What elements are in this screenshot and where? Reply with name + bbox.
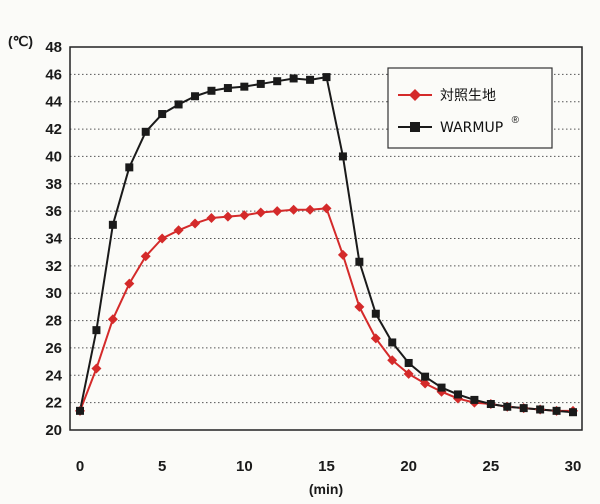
y-tick-label: 48 xyxy=(45,39,62,56)
data-point-diamond xyxy=(370,333,381,344)
series xyxy=(75,73,578,417)
y-tick-label: 30 xyxy=(45,285,62,302)
data-point-square xyxy=(141,127,150,136)
x-tick-label: 10 xyxy=(236,458,253,475)
data-point-square xyxy=(158,110,167,119)
data-point-square xyxy=(552,406,561,415)
data-point-diamond xyxy=(255,207,266,218)
data-point-square xyxy=(174,100,183,109)
data-point-square xyxy=(470,395,479,404)
data-point-diamond xyxy=(157,233,168,244)
axes: 20 22 24 26 28 30 32 34 36 38 40 42 44 46 48 0 5 10 15 20 25… xyxy=(45,39,581,475)
data-point-square xyxy=(421,372,430,381)
data-point-diamond xyxy=(206,212,217,223)
data-point-square xyxy=(437,383,446,392)
data-point-diamond xyxy=(321,203,332,214)
data-point-square xyxy=(273,77,282,86)
legend-square-marker xyxy=(410,122,420,132)
x-tick-label: 25 xyxy=(482,458,499,475)
data-point-diamond xyxy=(420,378,431,389)
data-point-diamond xyxy=(305,204,316,215)
y-tick-label: 40 xyxy=(45,148,62,165)
data-point-square xyxy=(191,92,200,101)
y-tick-label: 24 xyxy=(45,367,62,384)
x-tick-label: 0 xyxy=(76,458,84,475)
data-point-square xyxy=(569,408,577,417)
data-point-diamond xyxy=(239,210,250,221)
data-point-square xyxy=(306,75,315,84)
legend-label-series-1: WARMUP ® xyxy=(440,115,520,136)
data-point-square xyxy=(322,73,331,82)
x-tick-label: 30 xyxy=(565,458,582,475)
data-point-diamond xyxy=(124,278,135,289)
data-point-square xyxy=(503,402,512,411)
data-point-square xyxy=(371,309,380,318)
y-tick-label: 38 xyxy=(45,176,62,193)
data-point-square xyxy=(125,163,134,172)
y-tick-label: 22 xyxy=(45,395,62,412)
data-point-square xyxy=(76,406,84,415)
data-point-square xyxy=(355,257,364,266)
y-tick-label: 42 xyxy=(45,121,62,138)
data-point-diamond xyxy=(288,204,299,215)
data-point-diamond xyxy=(190,218,201,229)
y-tick-label: 44 xyxy=(45,94,62,111)
y-tick-label: 28 xyxy=(45,313,62,330)
y-tick-label: 26 xyxy=(45,340,62,357)
y-axis-unit-label: (℃) xyxy=(8,33,33,49)
x-tick-label: 20 xyxy=(400,458,417,475)
data-point-square xyxy=(519,404,528,413)
y-tick-label: 32 xyxy=(45,258,62,275)
x-tick-label: 15 xyxy=(318,458,335,475)
data-point-diamond xyxy=(337,249,348,260)
data-point-diamond xyxy=(403,368,414,379)
legend: 対照生地 WARMUP ® xyxy=(387,67,553,149)
registered-mark: ® xyxy=(512,115,520,126)
data-point-diamond xyxy=(107,314,118,325)
data-point-diamond xyxy=(91,363,102,374)
data-point-square xyxy=(404,358,413,367)
data-point-diamond xyxy=(173,225,184,236)
data-point-square xyxy=(486,400,495,409)
data-point-diamond xyxy=(140,251,151,262)
y-tick-label: 46 xyxy=(45,66,62,83)
data-point-diamond xyxy=(354,301,365,312)
y-tick-label: 36 xyxy=(45,203,62,220)
data-point-square xyxy=(223,84,232,93)
data-point-square xyxy=(388,338,397,347)
legend-label-series-1-name: WARMUP xyxy=(440,120,503,136)
plot-frame xyxy=(69,46,583,431)
data-point-square xyxy=(536,405,545,414)
data-point-square xyxy=(108,220,117,229)
data-point-square xyxy=(207,86,216,95)
legend-diamond-marker xyxy=(409,89,421,101)
data-point-diamond xyxy=(272,206,283,217)
legend-box xyxy=(387,67,553,149)
data-point-square xyxy=(289,74,298,83)
y-tick-label: 20 xyxy=(45,422,62,439)
data-point-square xyxy=(256,79,265,88)
y-tick-label: 34 xyxy=(45,231,62,248)
data-point-square xyxy=(338,152,347,161)
data-point-square xyxy=(453,390,462,399)
data-point-diamond xyxy=(222,211,233,222)
data-point-diamond xyxy=(387,355,398,366)
x-tick-label: 5 xyxy=(158,458,166,475)
legend-label-series-0: 対照生地 xyxy=(440,88,496,104)
data-point-square xyxy=(92,326,101,335)
x-axis-unit-label: (min) xyxy=(309,481,343,497)
data-point-square xyxy=(240,82,249,91)
